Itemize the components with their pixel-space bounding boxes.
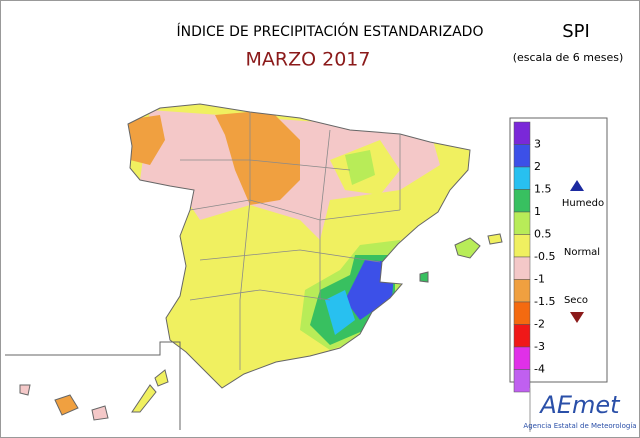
legend-label: -3 bbox=[534, 340, 545, 353]
scale-note: (escala de 6 meses) bbox=[513, 51, 624, 64]
legend-label: 3 bbox=[534, 138, 541, 151]
legend-swatch bbox=[513, 324, 531, 348]
legend-swatch bbox=[513, 279, 531, 303]
period: MARZO 2017 bbox=[246, 49, 371, 71]
legend-swatch bbox=[513, 144, 531, 168]
mainland bbox=[127, 103, 471, 389]
legend-swatch bbox=[513, 211, 531, 235]
wet-arrow bbox=[570, 180, 584, 191]
legend-swatch bbox=[513, 166, 531, 190]
legend-label: -2 bbox=[534, 318, 545, 331]
legend-swatch bbox=[513, 369, 531, 393]
legend-swatch bbox=[513, 256, 531, 280]
normal-label: Normal bbox=[564, 247, 600, 258]
index-name: SPI bbox=[562, 21, 590, 42]
wet-label: Humedo bbox=[562, 198, 604, 209]
legend: 3 2 1.5 1 0.5 -0.5 -1 -1.5 -2 -3 -4 bbox=[513, 121, 555, 393]
legend-swatch bbox=[513, 234, 531, 258]
legend-label: 0.5 bbox=[534, 228, 552, 241]
canary-inset bbox=[5, 341, 181, 430]
legend-label: 1.5 bbox=[534, 183, 552, 196]
legend-swatch bbox=[513, 301, 531, 325]
legend-swatch bbox=[513, 189, 531, 213]
legend-label: -0.5 bbox=[534, 250, 555, 263]
balearic-islands bbox=[419, 233, 503, 283]
logo-agency: Agencia Estatal de Meteorología bbox=[523, 422, 636, 430]
dry-label: Seco bbox=[564, 295, 588, 306]
legend-swatch bbox=[513, 346, 531, 370]
title: ÍNDICE DE PRECIPITACIÓN ESTANDARIZADO bbox=[177, 22, 484, 40]
legend-label: 1 bbox=[534, 205, 541, 218]
dry-arrow bbox=[570, 312, 584, 323]
legend-label: -4 bbox=[534, 363, 545, 376]
legend-label: -1.5 bbox=[534, 295, 555, 308]
legend-label: -1 bbox=[534, 273, 545, 286]
legend-label: 2 bbox=[534, 160, 541, 173]
logo-name: AEmet bbox=[538, 391, 621, 419]
legend-swatch bbox=[513, 121, 531, 145]
